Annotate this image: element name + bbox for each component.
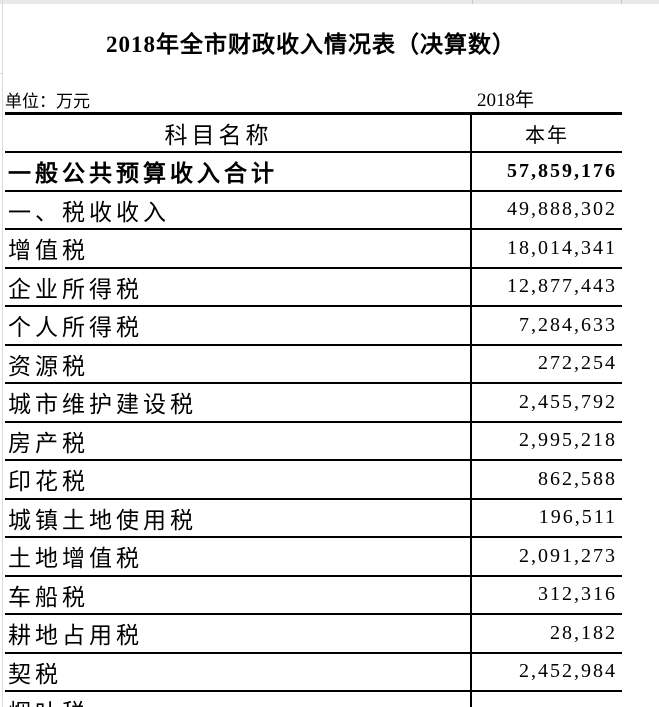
subject-cell: 城镇土地使用税 [5,499,472,536]
gridline-tick-column-divider [472,0,473,4]
table-row: 资源税 272,254 [5,345,622,384]
table-row: 城市维护建设税 2,455,792 [5,384,622,423]
value-cell: 18,014,341 [507,236,617,259]
table-row: 耕地占用税 28,182 [5,615,622,654]
table-row: 一、税收收入 49,888,302 [5,191,622,230]
subject-cell: 土地增值税 [5,538,472,575]
unit-label: 单位：万元 [5,92,90,111]
report-title: 2018年全市财政收入情况表（决算数） [106,32,516,57]
value-cell: 272,254 [538,352,617,375]
value-cell: 7,284,633 [519,313,617,336]
subject-cell: 房产税 [5,422,472,459]
subject-cell: 车船税 [5,576,472,613]
table-body: 一般公共预算收入合计 57,859,176 一、税收收入 49,888,302 增值税 1… [5,153,622,707]
value-cell: 2,995,218 [519,429,617,452]
column-header-current-year: 本年 [525,124,569,147]
column-header-subject: 科目名称 [5,115,472,151]
table-row: 印花税 862,588 [5,461,622,500]
subject-cell: 个人所得税 [5,307,472,344]
value-cell: 312,316 [538,583,617,606]
table-row: 土地增值税 2,091,273 [5,538,622,577]
table-row: 个人所得税 7,284,633 [5,307,622,346]
value-cell: 196,511 [538,506,617,529]
table-row: 增值税 18,014,341 [5,230,622,269]
subject-cell: 资源税 [5,345,472,382]
subject-cell: 烟叶税 [5,692,472,707]
fiscal-revenue-table: 科目名称 本年 一般公共预算收入合计 57,859,176 一、税收收入 49,888… [5,112,622,707]
value-cell: 2,452,984 [519,660,617,683]
table-row: 契税 2,452,984 [5,653,622,692]
year-label: 2018年 [477,90,535,111]
value-cell: 49,888,302 [507,198,617,221]
left-gridline [2,0,3,707]
subject-cell: 企业所得税 [5,268,472,305]
table-row: 烟叶税 [5,692,622,707]
value-cell [472,692,622,707]
value-cell: 12,877,443 [507,275,617,298]
subject-cell: 城市维护建设税 [5,384,472,421]
subject-cell: 一般公共预算收入合计 [5,153,472,190]
subject-cell: 契税 [5,653,472,690]
value-cell: 28,182 [550,621,617,644]
left-gridline-row-tick [0,73,3,74]
value-cell: 2,455,792 [519,390,617,413]
table-row: 一般公共预算收入合计 57,859,176 [5,153,622,192]
table-row: 城镇土地使用税 196,511 [5,499,622,538]
top-gridline-strip [0,0,659,4]
gridline-tick-table-right [621,0,622,4]
subject-cell: 印花税 [5,461,472,498]
table-header-row: 科目名称 本年 [5,115,622,153]
value-cell: 2,091,273 [519,544,617,567]
value-cell: 57,859,176 [507,159,617,182]
table-row: 企业所得税 12,877,443 [5,268,622,307]
table-row: 房产税 2,995,218 [5,422,622,461]
table-row: 车船税 312,316 [5,576,622,615]
value-cell: 862,588 [538,467,617,490]
subject-cell: 增值税 [5,230,472,267]
subject-cell: 耕地占用税 [5,615,472,652]
subject-cell: 一、税收收入 [5,191,472,228]
